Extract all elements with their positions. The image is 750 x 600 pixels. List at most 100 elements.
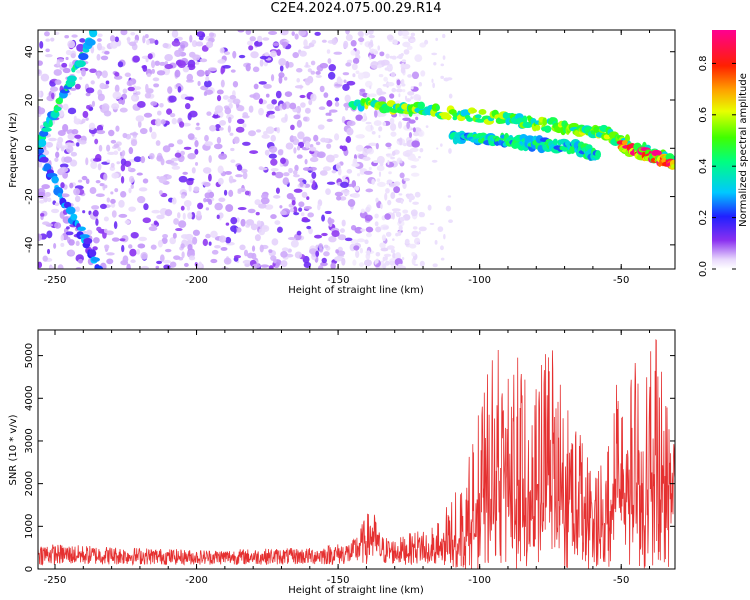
spectrogram-noise-blob — [409, 147, 419, 152]
spectrogram-noise-blob — [321, 232, 328, 237]
spectrogram-noise-blob — [326, 49, 331, 54]
spectrogram-noise-blob — [399, 216, 405, 222]
spectrogram-plot — [38, 30, 675, 269]
spectrogram-noise-blob — [402, 117, 411, 121]
spectrogram-noise-blob — [382, 226, 387, 230]
spectrogram-noise-blob — [277, 149, 284, 156]
spectrogram-noise-blob — [156, 70, 166, 76]
spectrogram-noise-blob — [409, 194, 415, 201]
spectrogram-noise-blob — [334, 256, 343, 262]
spectrogram-noise-blob — [386, 179, 393, 184]
spectrogram-noise-blob — [104, 51, 110, 55]
spectrogram-noise-blob — [343, 79, 347, 83]
y-tick-label: -40 — [24, 237, 35, 253]
spectrogram-ridge-point — [89, 30, 98, 38]
spectrogram-ridge-point — [621, 140, 628, 146]
spectrogram-noise-blob — [159, 254, 165, 262]
spectrogram-noise-blob — [101, 70, 108, 79]
spectrogram-noise-blob — [205, 233, 211, 239]
spectrogram-noise-blob — [228, 102, 233, 109]
spectrogram-noise-blob — [95, 193, 105, 198]
spectrogram-noise-blob — [273, 194, 281, 199]
spectrogram-noise-blob — [346, 80, 356, 86]
spectrogram-noise-blob — [419, 148, 424, 153]
spectrogram-noise-blob — [74, 83, 81, 90]
spectrogram-noise-blob — [304, 77, 311, 86]
spectrogram-noise-blob — [307, 212, 314, 218]
spectrogram-noise-blob — [208, 32, 215, 38]
spectrogram-noise-blob — [391, 208, 401, 212]
spectrogram-noise-blob — [208, 155, 212, 163]
spectrogram-noise-blob — [230, 216, 238, 225]
spectrogram-noise-blob — [130, 232, 139, 239]
spectrogram-noise-blob — [397, 121, 403, 129]
spectrogram-noise-blob — [85, 178, 90, 185]
y-tick-label: 3000 — [24, 428, 35, 453]
spectrogram-noise-blob — [418, 81, 422, 87]
spectrogram-noise-blob — [432, 82, 435, 89]
spectrogram-noise-blob — [111, 237, 120, 242]
spectrogram-noise-blob — [97, 33, 103, 38]
spectrogram-noise-blob — [289, 207, 295, 213]
spectrogram-noise-blob — [296, 78, 301, 83]
spectrogram-noise-blob — [180, 205, 185, 211]
spectrogram-noise-blob — [321, 257, 327, 264]
spectrogram-ridge-point — [466, 117, 474, 122]
spectrogram-ridge-point — [78, 53, 89, 61]
spectrogram-noise-blob — [65, 231, 74, 236]
spectrogram-noise-blob — [284, 91, 293, 97]
spectrogram-noise-blob — [344, 106, 349, 111]
spectrogram-noise-blob — [120, 30, 128, 36]
spectrogram-noise-blob — [334, 101, 340, 107]
spectrogram-noise-blob — [46, 230, 53, 239]
spectrogram-noise-blob — [56, 140, 63, 149]
spectrogram-noise-blob — [337, 234, 347, 241]
spectrogram-noise-blob — [156, 260, 163, 265]
spectrogram-noise-blob — [326, 118, 333, 122]
spectrogram-noise-blob — [60, 234, 64, 242]
y-tick-label: 5000 — [24, 343, 35, 368]
spectrogram-noise-blob — [376, 155, 385, 164]
spectrogram-noise-blob — [299, 50, 307, 57]
spectrogram-noise-blob — [92, 209, 99, 217]
spectrogram-noise-blob — [238, 105, 245, 112]
spectrogram-noise-blob — [310, 93, 317, 102]
spectrogram-noise-blob — [448, 148, 452, 154]
spectrogram-noise-blob — [130, 31, 136, 36]
spectrogram-noise-blob — [55, 151, 60, 158]
spectrogram-noise-blob — [315, 141, 321, 146]
spectrogram-noise-blob — [243, 249, 249, 257]
spectrogram-noise-blob — [171, 30, 179, 38]
spectrogram-noise-blob — [382, 121, 387, 126]
spectrogram-noise-blob — [238, 54, 246, 59]
spectrogram-noise-blob — [341, 145, 348, 152]
spectrogram-noise-blob — [242, 171, 248, 180]
spectrogram-noise-blob — [261, 225, 270, 232]
spectrogram-noise-blob — [378, 134, 381, 139]
spectrogram-noise-blob — [358, 37, 365, 43]
y-tick-label: 2000 — [24, 471, 35, 496]
spectrogram-noise-blob — [153, 83, 160, 88]
spectrogram-noise-blob — [118, 213, 128, 218]
spectrogram-noise-blob — [191, 40, 198, 48]
spectrogram-noise-blob — [294, 85, 304, 89]
spectrogram-noise-blob — [375, 258, 379, 264]
spectrogram-noise-blob — [357, 72, 365, 80]
spectrogram-noise-blob — [129, 41, 137, 47]
spectrogram-noise-blob — [413, 132, 420, 137]
spectrogram-noise-blob — [387, 160, 390, 166]
spectrogram-noise-blob — [378, 73, 384, 78]
spectrogram-noise-blob — [168, 95, 177, 103]
spectrogram-noise-blob — [242, 115, 250, 119]
spectrogram-noise-blob — [253, 83, 259, 90]
spectrogram-noise-blob — [38, 60, 43, 66]
spectrogram-noise-blob — [180, 42, 186, 50]
spectrogram-noise-blob — [106, 159, 111, 163]
spectrogram-noise-blob — [229, 95, 237, 100]
spectrogram-noise-blob — [405, 98, 412, 102]
spectrogram-noise-blob — [388, 260, 395, 266]
spectrogram-noise-blob — [182, 122, 191, 127]
y-tick-label: 4000 — [24, 386, 35, 411]
spectrogram-noise-blob — [407, 74, 413, 78]
spectrogram-noise-blob — [150, 101, 158, 106]
